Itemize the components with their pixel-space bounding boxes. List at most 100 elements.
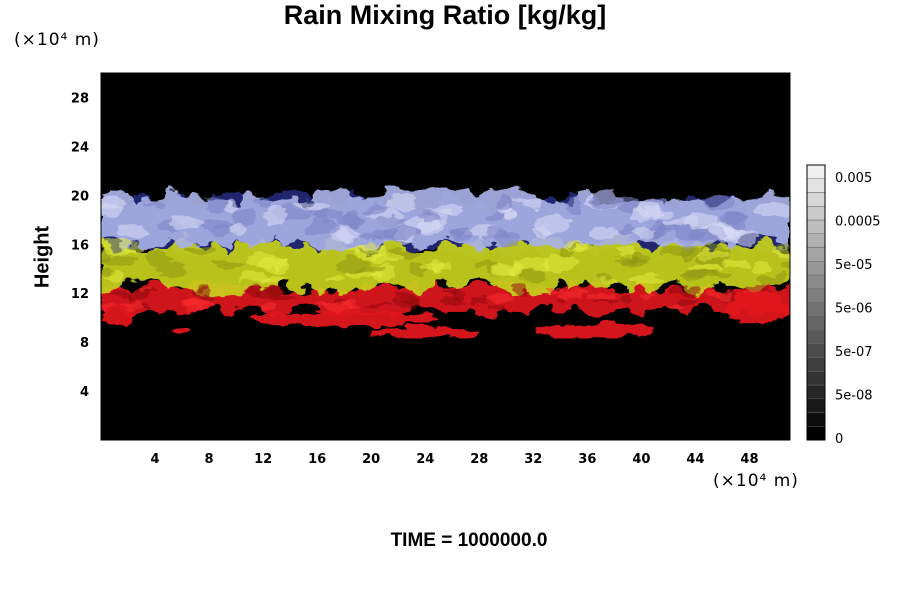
x-tick-label: 44 <box>686 452 704 467</box>
yellow-texture-cell <box>254 257 288 270</box>
colorbar-segment <box>806 302 826 317</box>
colorbar-segment <box>806 206 826 221</box>
ice-texture-cell <box>206 196 227 214</box>
ice-texture-cell <box>101 197 127 208</box>
red-patch <box>533 322 655 339</box>
yellow-texture-cell <box>335 257 370 273</box>
y-tick-label: 4 <box>80 385 89 400</box>
red-texture-cell <box>513 284 529 295</box>
ice-texture-cell <box>588 228 622 239</box>
red-texture-cell <box>315 301 329 309</box>
yellow-texture-cell <box>613 247 635 255</box>
red-patch <box>101 305 135 324</box>
red-texture-cell <box>468 295 491 305</box>
x-tick-label: 28 <box>470 452 488 467</box>
yellow-texture-cell <box>597 276 615 283</box>
red-texture-cell <box>705 289 734 300</box>
red-texture-cell <box>190 288 211 297</box>
colorbar-segment <box>806 412 826 427</box>
red-texture-cell <box>183 299 212 311</box>
yellow-texture-cell <box>518 270 547 282</box>
colorbar-segment <box>806 288 826 303</box>
yellow-texture-cell <box>755 274 786 286</box>
ice-texture-cell <box>312 209 344 219</box>
y-axis-unit: (×10⁴ m) <box>14 30 100 50</box>
colorbar-segment <box>806 274 826 289</box>
ice-texture-cell <box>384 194 416 211</box>
x-tick-label: 24 <box>416 452 434 467</box>
colorbar-segment <box>806 178 826 193</box>
yellow-texture-cell <box>325 275 345 283</box>
ice-texture-cell <box>627 226 656 236</box>
colorbar-segment <box>806 316 826 331</box>
colorbar-tick-label: 0 <box>835 432 843 447</box>
ice-texture-cell <box>590 191 619 210</box>
ice-texture-cell <box>264 206 287 225</box>
x-tick-label: 20 <box>362 452 380 467</box>
colorbar-tick-label: 5e-07 <box>835 345 873 360</box>
red-texture-cell <box>555 291 583 300</box>
x-tick-label: 48 <box>740 452 758 467</box>
plot-area <box>100 72 791 441</box>
ice-texture-cell <box>436 205 466 216</box>
red-texture-cell <box>671 284 702 296</box>
yellow-texture-cell <box>709 271 733 278</box>
red-texture-cell <box>396 291 416 303</box>
ice-texture-cell <box>644 197 669 205</box>
ice-texture-cell <box>754 204 790 217</box>
y-tick-label: 16 <box>71 238 89 253</box>
ice-texture-cell <box>370 217 404 226</box>
y-axis-ticks: 4 8 12 16 20 24 28 <box>71 91 89 400</box>
yellow-texture-cell <box>751 262 771 273</box>
yellow-texture-cell <box>724 259 752 267</box>
red-texture-cell <box>669 301 687 310</box>
red-texture-cell <box>259 303 277 310</box>
ice-texture-cell <box>709 221 735 239</box>
red-texture-cell <box>247 286 263 297</box>
ice-texture-cell <box>718 214 750 223</box>
yellow-texture-cell <box>186 246 213 256</box>
ice-texture-cell <box>629 208 649 223</box>
ice-texture-cell <box>617 222 634 238</box>
yellow-texture-cell <box>475 262 497 269</box>
red-texture-cell <box>340 302 361 309</box>
yellow-texture-cell <box>620 257 650 267</box>
x-axis-unit: (×10⁴ m) <box>713 471 799 491</box>
yellow-texture-cell <box>103 256 136 266</box>
colorbar-segment <box>806 233 826 248</box>
ice-texture-cell <box>417 211 440 224</box>
red-patch <box>175 326 189 334</box>
colorbar-segment <box>806 384 826 399</box>
ice-texture-cell <box>212 225 232 235</box>
red-texture-cell <box>389 300 420 306</box>
colorbar-tick-label: 5e-05 <box>835 258 873 273</box>
heatmap-layers <box>101 185 790 339</box>
ice-texture-cell <box>356 234 382 242</box>
red-patch <box>371 326 480 339</box>
x-tick-label: 12 <box>254 452 272 467</box>
colorbar-tick-label: 5e-06 <box>835 302 873 317</box>
red-texture-cell <box>588 289 615 299</box>
red-texture-cell <box>543 287 566 293</box>
red-patch <box>722 293 790 324</box>
yellow-texture-cell <box>697 248 729 260</box>
yellow-texture-cell <box>520 256 550 272</box>
ice-texture-cell <box>706 194 736 210</box>
ice-texture-cell <box>364 204 388 216</box>
ice-texture-cell <box>231 209 258 226</box>
ice-texture-cell <box>484 210 502 221</box>
red-texture-cell <box>575 288 589 294</box>
yellow-texture-cell <box>772 248 790 257</box>
ice-texture-cell <box>143 202 168 210</box>
ice-texture-cell <box>116 224 148 240</box>
yellow-texture-cell <box>629 275 662 285</box>
ice-texture-cell <box>169 214 204 231</box>
red-texture-cell <box>127 291 152 299</box>
yellow-texture-cell <box>688 264 721 272</box>
plot-frame <box>100 72 791 441</box>
x-tick-label: 4 <box>151 452 160 467</box>
colorbar-tick-label: 5e-08 <box>835 389 873 404</box>
red-texture-cell <box>594 298 619 304</box>
yellow-texture-cell <box>154 262 188 278</box>
